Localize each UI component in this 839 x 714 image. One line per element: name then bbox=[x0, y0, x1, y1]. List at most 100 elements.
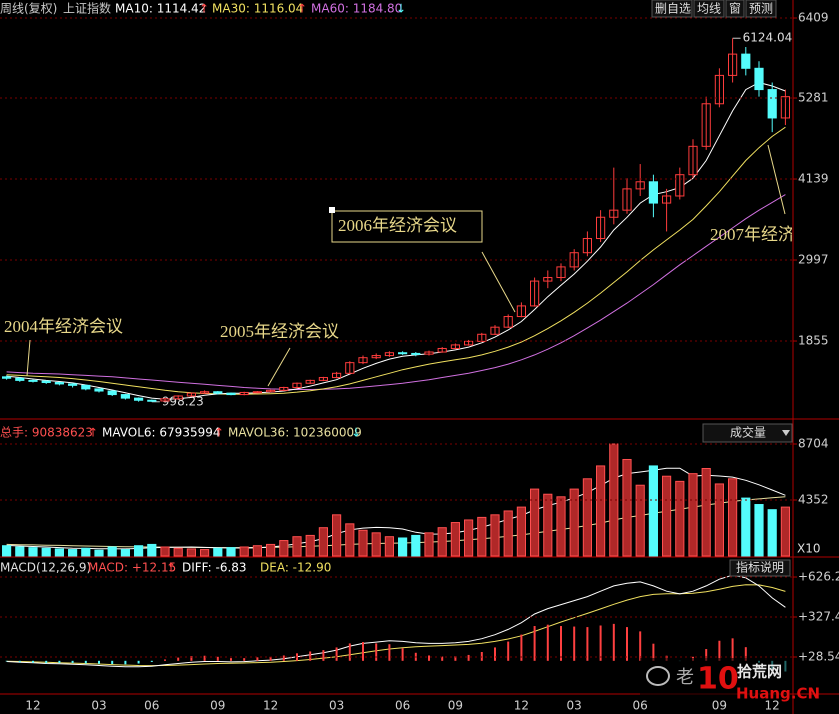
y-tick-label: +626.2 bbox=[798, 570, 839, 584]
legend-macd: MACD: +12.15 bbox=[88, 561, 176, 575]
button-label[interactable]: 预测 bbox=[749, 2, 773, 16]
y-tick-label: 4139 bbox=[798, 172, 829, 186]
volume-bar bbox=[662, 475, 672, 557]
button[interactable] bbox=[693, 0, 725, 18]
x-tick-label: 03 bbox=[329, 699, 344, 713]
volume-bar bbox=[81, 547, 91, 557]
button[interactable] bbox=[729, 559, 791, 577]
button-label[interactable]: 窗 bbox=[729, 2, 741, 16]
button-label[interactable]: 均线 bbox=[697, 2, 721, 16]
annotation: 2006年经济会议 bbox=[338, 216, 457, 235]
legend-arrow: ↑ bbox=[214, 426, 224, 440]
y-tick-label: +327.4 bbox=[798, 610, 839, 624]
legend-mavol36: MAVOL36: 102360009 bbox=[228, 426, 362, 440]
volume-bar bbox=[15, 546, 25, 557]
legend-arrow: ↑ bbox=[297, 2, 307, 16]
volume-bar bbox=[754, 504, 764, 557]
dropdown-label[interactable]: 成交量 bbox=[730, 425, 766, 440]
legend-arrow: ↓ bbox=[396, 2, 406, 16]
line-series bbox=[6, 126, 786, 395]
button[interactable] bbox=[651, 0, 693, 18]
volume-bar bbox=[384, 536, 394, 557]
y-tick-label: 5281 bbox=[798, 91, 829, 105]
dropdown[interactable] bbox=[702, 423, 793, 443]
macd-title: MACD(12,26,9) bbox=[0, 561, 91, 575]
volume-bar bbox=[173, 547, 183, 557]
volume-bar bbox=[648, 465, 658, 557]
button-label[interactable]: 指标说明 bbox=[736, 560, 784, 575]
x-tick-label: 12 bbox=[514, 699, 529, 713]
volume-bar bbox=[701, 467, 711, 557]
high-label: 6124.04 bbox=[743, 31, 793, 45]
y-tick-label: 4352 bbox=[798, 492, 829, 506]
watermark: 老 10 拾荒网 Huang.CN bbox=[640, 658, 820, 710]
volume-bar bbox=[2, 545, 12, 557]
legend-ma30: MA30: 1116.04 bbox=[212, 2, 303, 16]
volume-bar bbox=[305, 534, 315, 557]
watermark-logo: 10 bbox=[697, 662, 739, 697]
volume-bar bbox=[266, 543, 276, 557]
wechat-icon bbox=[646, 666, 670, 686]
low-label: 998.23 bbox=[162, 394, 204, 408]
legend-dea: DEA: -12.90 bbox=[260, 561, 331, 575]
watermark-char: 老 bbox=[676, 667, 694, 688]
button-label[interactable]: 删自选 bbox=[655, 2, 691, 16]
volume-bar bbox=[94, 549, 104, 557]
x-tick-label: 06 bbox=[395, 699, 410, 713]
y-tick-label: 6409 bbox=[798, 11, 829, 25]
volume-bar bbox=[371, 532, 381, 557]
volume-bar bbox=[728, 478, 738, 557]
volume-bar bbox=[569, 488, 579, 557]
volume-bar bbox=[345, 523, 355, 557]
volume-bar bbox=[318, 527, 328, 557]
volume-bar bbox=[134, 545, 144, 557]
volume-bar bbox=[609, 443, 619, 557]
dropdown-icon[interactable] bbox=[782, 430, 790, 436]
annotation-arrow bbox=[267, 347, 291, 387]
y-tick-label: +28.54 bbox=[798, 649, 839, 663]
x-tick-label: 03 bbox=[567, 699, 582, 713]
line-series bbox=[6, 574, 786, 668]
x-tick-label: 09 bbox=[210, 699, 225, 713]
button[interactable] bbox=[725, 0, 745, 18]
x-tick-label: 09 bbox=[448, 699, 463, 713]
legend-ma10: MA10: 1114.42 bbox=[115, 2, 206, 16]
volume-bar bbox=[213, 547, 223, 557]
button[interactable] bbox=[745, 0, 777, 18]
legend-arrow: ↑ bbox=[166, 561, 176, 575]
x-tick-label: 06 bbox=[144, 699, 159, 713]
annotation: 2005年经济会议 bbox=[220, 322, 339, 341]
volume-bar bbox=[160, 546, 170, 557]
y-tick-label: 1855 bbox=[798, 334, 829, 348]
volume-bar bbox=[120, 549, 130, 557]
volume-bar bbox=[635, 484, 645, 557]
chart-subtitle: 上证指数 bbox=[63, 1, 111, 16]
legend-mavol6: MAVOL6: 67935994 bbox=[102, 426, 221, 440]
volume-bar bbox=[780, 506, 790, 557]
volume-bar bbox=[279, 540, 289, 557]
volume-bar bbox=[516, 506, 526, 557]
volume-bar bbox=[239, 546, 249, 557]
volume-bar bbox=[411, 534, 421, 557]
annotation: 2004年经济会议 bbox=[4, 317, 123, 336]
volume-bar bbox=[252, 545, 262, 557]
volume-bar bbox=[292, 536, 302, 557]
x-tick-label: 12 bbox=[263, 699, 278, 713]
volume-bar bbox=[530, 488, 540, 557]
chart-title: 周线(复权) bbox=[0, 2, 57, 16]
volume-bar bbox=[54, 548, 64, 557]
watermark-site: 拾荒网 bbox=[737, 663, 782, 681]
y-tick-label: 2997 bbox=[798, 253, 829, 267]
annotation: 2007年经济会议 bbox=[710, 225, 829, 244]
line-series bbox=[6, 194, 786, 390]
annotation-handle bbox=[329, 207, 335, 213]
volume-bar bbox=[200, 549, 210, 557]
annotation-arrow bbox=[767, 144, 786, 215]
volume-bar bbox=[741, 497, 751, 557]
volume-bar bbox=[543, 493, 553, 557]
volume-bar bbox=[464, 519, 474, 557]
volume-bar bbox=[332, 514, 342, 557]
